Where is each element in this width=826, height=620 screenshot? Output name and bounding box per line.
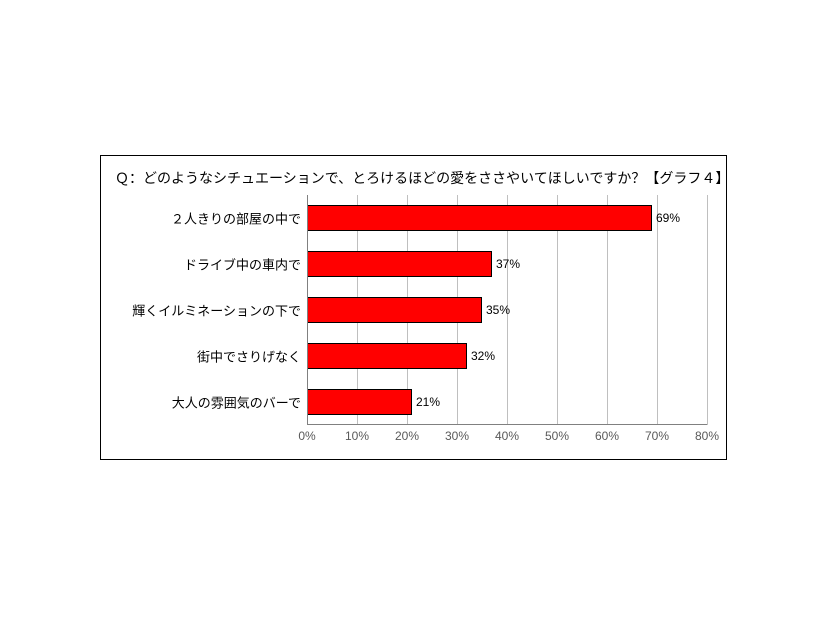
x-tick-label: 80% [695, 425, 719, 443]
x-axis-line [307, 424, 707, 425]
bar: 35% [307, 297, 482, 323]
x-tick-label: 70% [645, 425, 669, 443]
chart-title: Ｑ：どのようなシチュエーションで、とろけるほどの愛をささやいてほしいですか？【グ… [115, 168, 729, 188]
bar-value: 21% [411, 395, 440, 409]
y-axis-line [307, 195, 308, 425]
bar-value: 35% [481, 303, 510, 317]
x-tick-label: 10% [345, 425, 369, 443]
bar-value: 37% [491, 257, 520, 271]
category-label: ドライブ中の車内で [184, 255, 307, 274]
x-tick-label: 50% [545, 425, 569, 443]
category-label: ２人きりの部屋の中で [171, 209, 307, 228]
gridline [707, 195, 708, 425]
category-label: 大人の雰囲気のバーで [172, 393, 307, 412]
bar-value: 32% [466, 349, 495, 363]
bar: 37% [307, 251, 492, 277]
x-tick-label: 20% [395, 425, 419, 443]
category-label: 街中でさりげなく [197, 347, 307, 366]
gridline [657, 195, 658, 425]
x-tick-label: 0% [298, 425, 315, 443]
x-tick-label: 40% [495, 425, 519, 443]
x-tick-label: 30% [445, 425, 469, 443]
category-label: 輝くイルミネーションの下で [132, 301, 307, 320]
plot-area: 0%10%20%30%40%50%60%70%80%２人きりの部屋の中で69%ド… [307, 195, 707, 425]
bar-value: 69% [651, 211, 680, 225]
bar: 32% [307, 343, 467, 369]
bar: 21% [307, 389, 412, 415]
x-tick-label: 60% [595, 425, 619, 443]
bar: 69% [307, 205, 652, 231]
